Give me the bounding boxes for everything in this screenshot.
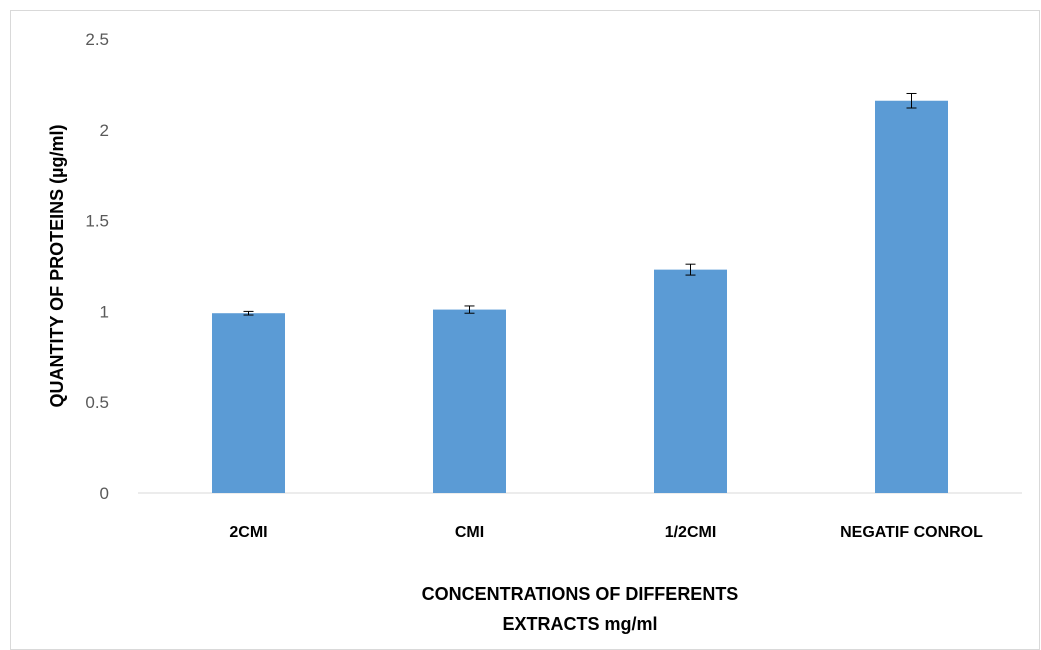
bar <box>875 100 948 493</box>
y-axis-title: QUANTITY OF PROTEINS (µg/ml) <box>47 124 67 407</box>
y-tick-label: 1.5 <box>85 212 109 231</box>
y-tick-label: 0 <box>100 484 109 503</box>
y-tick-label: 1 <box>100 302 109 321</box>
x-category-label: CMI <box>455 524 484 541</box>
y-tick-label: 2.5 <box>85 30 109 49</box>
error-bar <box>464 305 475 314</box>
x-category-label: 1/2CMI <box>665 524 717 541</box>
y-axis-ticks: 0 0.5 1 1.5 2 2.5 <box>85 30 109 503</box>
x-axis-title-line-1: CONCENTRATIONS OF DIFFERENTS <box>422 584 739 604</box>
error-bar <box>906 92 917 109</box>
bar <box>433 309 506 493</box>
y-tick-label: 2 <box>100 121 109 140</box>
x-category-label: NEGATIF CONROL <box>840 524 983 541</box>
bar <box>654 269 727 493</box>
bar <box>212 313 285 493</box>
y-tick-label: 0.5 <box>85 393 109 412</box>
x-axis-title-line-2: EXTRACTS mg/ml <box>502 614 657 634</box>
bars <box>212 100 948 493</box>
x-category-label: 2CMI <box>229 524 267 541</box>
error-bars <box>243 92 917 316</box>
error-bar <box>685 263 696 276</box>
x-axis-categories: 2CMI CMI 1/2CMI NEGATIF CONROL <box>229 524 983 541</box>
error-bar <box>243 310 254 316</box>
